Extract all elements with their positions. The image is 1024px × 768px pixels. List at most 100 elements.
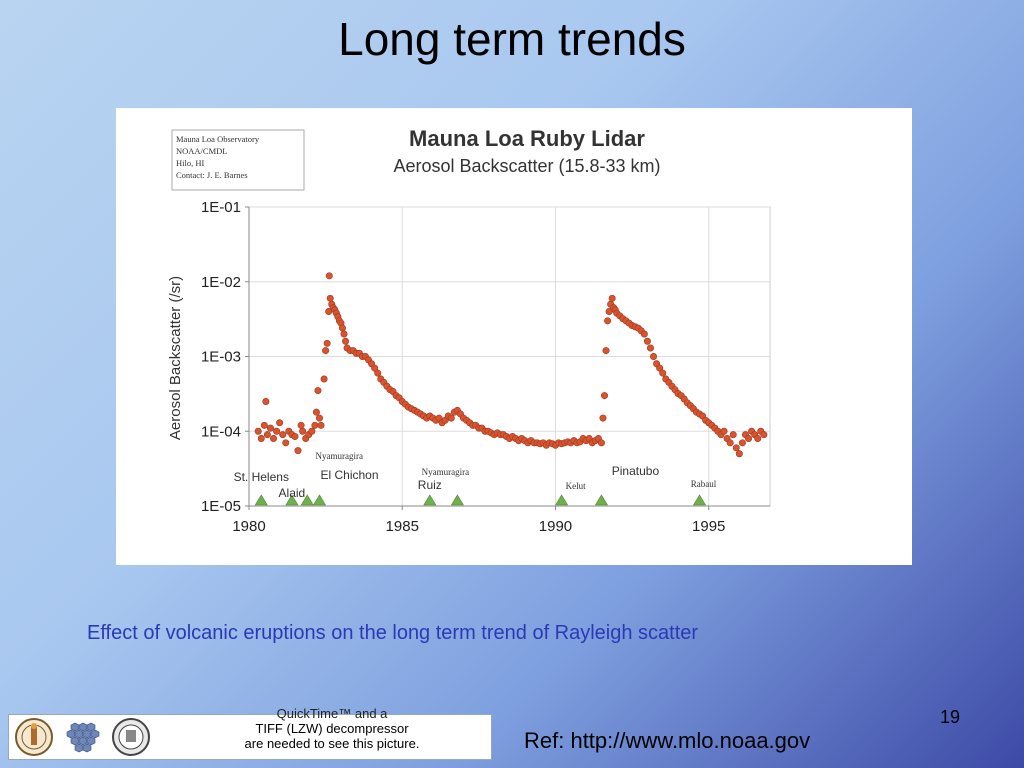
data-point [732,444,740,452]
data-point [294,447,302,455]
eruption-label: El Chichon [320,468,378,482]
institute-seal-icon [15,718,53,756]
data-point [374,369,382,377]
data-point [312,408,320,416]
data-point [297,421,305,429]
data-point [745,434,753,442]
data-point [311,421,319,429]
eruption-label: Alaid [279,486,306,500]
data-point [597,439,605,447]
placeholder-line: TIFF (LZW) decompressor [255,721,409,736]
x-tick-label: 1990 [539,518,572,535]
data-point [656,364,664,372]
info-line: Hilo, HI [176,158,205,168]
eruption-triangle [450,494,464,506]
data-point [282,439,290,447]
eruption-triangle [692,494,707,506]
data-point [276,419,284,427]
data-point [720,427,728,435]
university-seal-icon [112,718,150,756]
chart-subtitle: Aerosol Backscatter (15.8-33 km) [393,156,660,176]
figure-panel: Mauna Loa Observatory NOAA/CMDL Hilo, HI… [116,108,912,565]
data-point [266,424,274,432]
eruption-label: Nyamuragira [422,467,469,477]
data-point [729,431,737,439]
data-point [325,272,333,280]
slide-title: Long term trends [338,13,686,65]
eruption-label: Ruiz [418,478,442,492]
info-line: Mauna Loa Observatory [176,134,260,144]
eruption-triangle [254,494,268,506]
reference-link[interactable]: Ref: http://www.mlo.noaa.gov [524,728,811,753]
x-tick-label: 1995 [692,518,725,535]
y-tick-label: 1E-03 [201,349,241,366]
data-point [659,369,667,377]
y-axis-label: Aerosol Backscatter (/sr) [167,276,184,440]
info-box: Mauna Loa Observatory NOAA/CMDL Hilo, HI… [171,129,305,191]
data-point [735,450,743,458]
data-point [604,317,612,325]
eruption-label: Pinatubo [612,464,660,478]
page-number: 19 [940,707,961,727]
data-point [317,421,325,429]
data-point [650,353,658,361]
axes: 1E-01 1E-02 1E-03 1E-04 1E-05 1980 1985 1990 199… [201,199,770,535]
data-point [599,414,607,422]
data-point [760,431,768,439]
y-tick-label: 1E-05 [201,498,241,515]
data-point [640,330,648,338]
data-point [342,337,350,345]
data-point [340,330,348,338]
data-point [738,439,746,447]
x-tick-label: 1980 [232,518,265,535]
data-point [314,387,322,395]
eruption-label: Rabaul [691,479,717,489]
data-point [754,434,762,442]
eruption-triangle [594,494,608,506]
info-box-frame [171,129,305,191]
data-point [323,339,331,347]
y-tick-label: 1E-02 [201,274,241,291]
data-point [263,431,271,439]
data-point [322,347,330,355]
caption: Effect of volcanic eruptions on the long… [87,622,699,644]
data-point [299,427,307,435]
x-tick-label: 1985 [386,518,419,535]
data-point [608,294,616,302]
quicktime-placeholder: QuickTime™ and a TIFF (LZW) decompressor… [8,706,492,760]
eruption-triangle [423,494,437,506]
data-point [320,375,328,383]
eruption-markers: St. Helens Alaid Nyamuragira El Chichon Ruiz… [234,451,717,506]
eruption-triangle [285,494,299,506]
data-points [254,272,768,458]
eruption-triangle [555,494,569,506]
data-point [315,414,323,422]
data-point [447,414,455,422]
y-tick-label: 1E-04 [201,423,241,440]
data-point [308,427,316,435]
placeholder-line: QuickTime™ and a [276,706,388,721]
grid [248,206,771,507]
info-line: Contact: J. E. Barnes [176,170,248,180]
chart: Mauna Loa Observatory NOAA/CMDL Hilo, HI… [167,126,771,535]
hexagon-mirror-icon [66,722,100,753]
data-point [262,398,270,406]
data-point [646,344,654,352]
data-point [291,433,299,441]
eruption-triangle [300,494,314,506]
info-line: NOAA/CMDL [176,146,227,156]
data-point [601,392,609,400]
data-point [260,421,268,429]
data-point [726,439,734,447]
data-point [279,431,287,439]
y-tick-label: 1E-01 [201,199,241,216]
data-point [270,434,278,442]
chart-title: Mauna Loa Ruby Lidar [409,126,645,151]
data-point [371,364,379,372]
data-point [273,427,281,435]
eruption-triangle [312,494,327,506]
eruption-label: Nyamuragira [315,451,362,461]
data-point [643,337,651,345]
data-point [326,294,334,302]
placeholder-text: QuickTime™ and a TIFF (LZW) decompressor… [177,706,487,751]
